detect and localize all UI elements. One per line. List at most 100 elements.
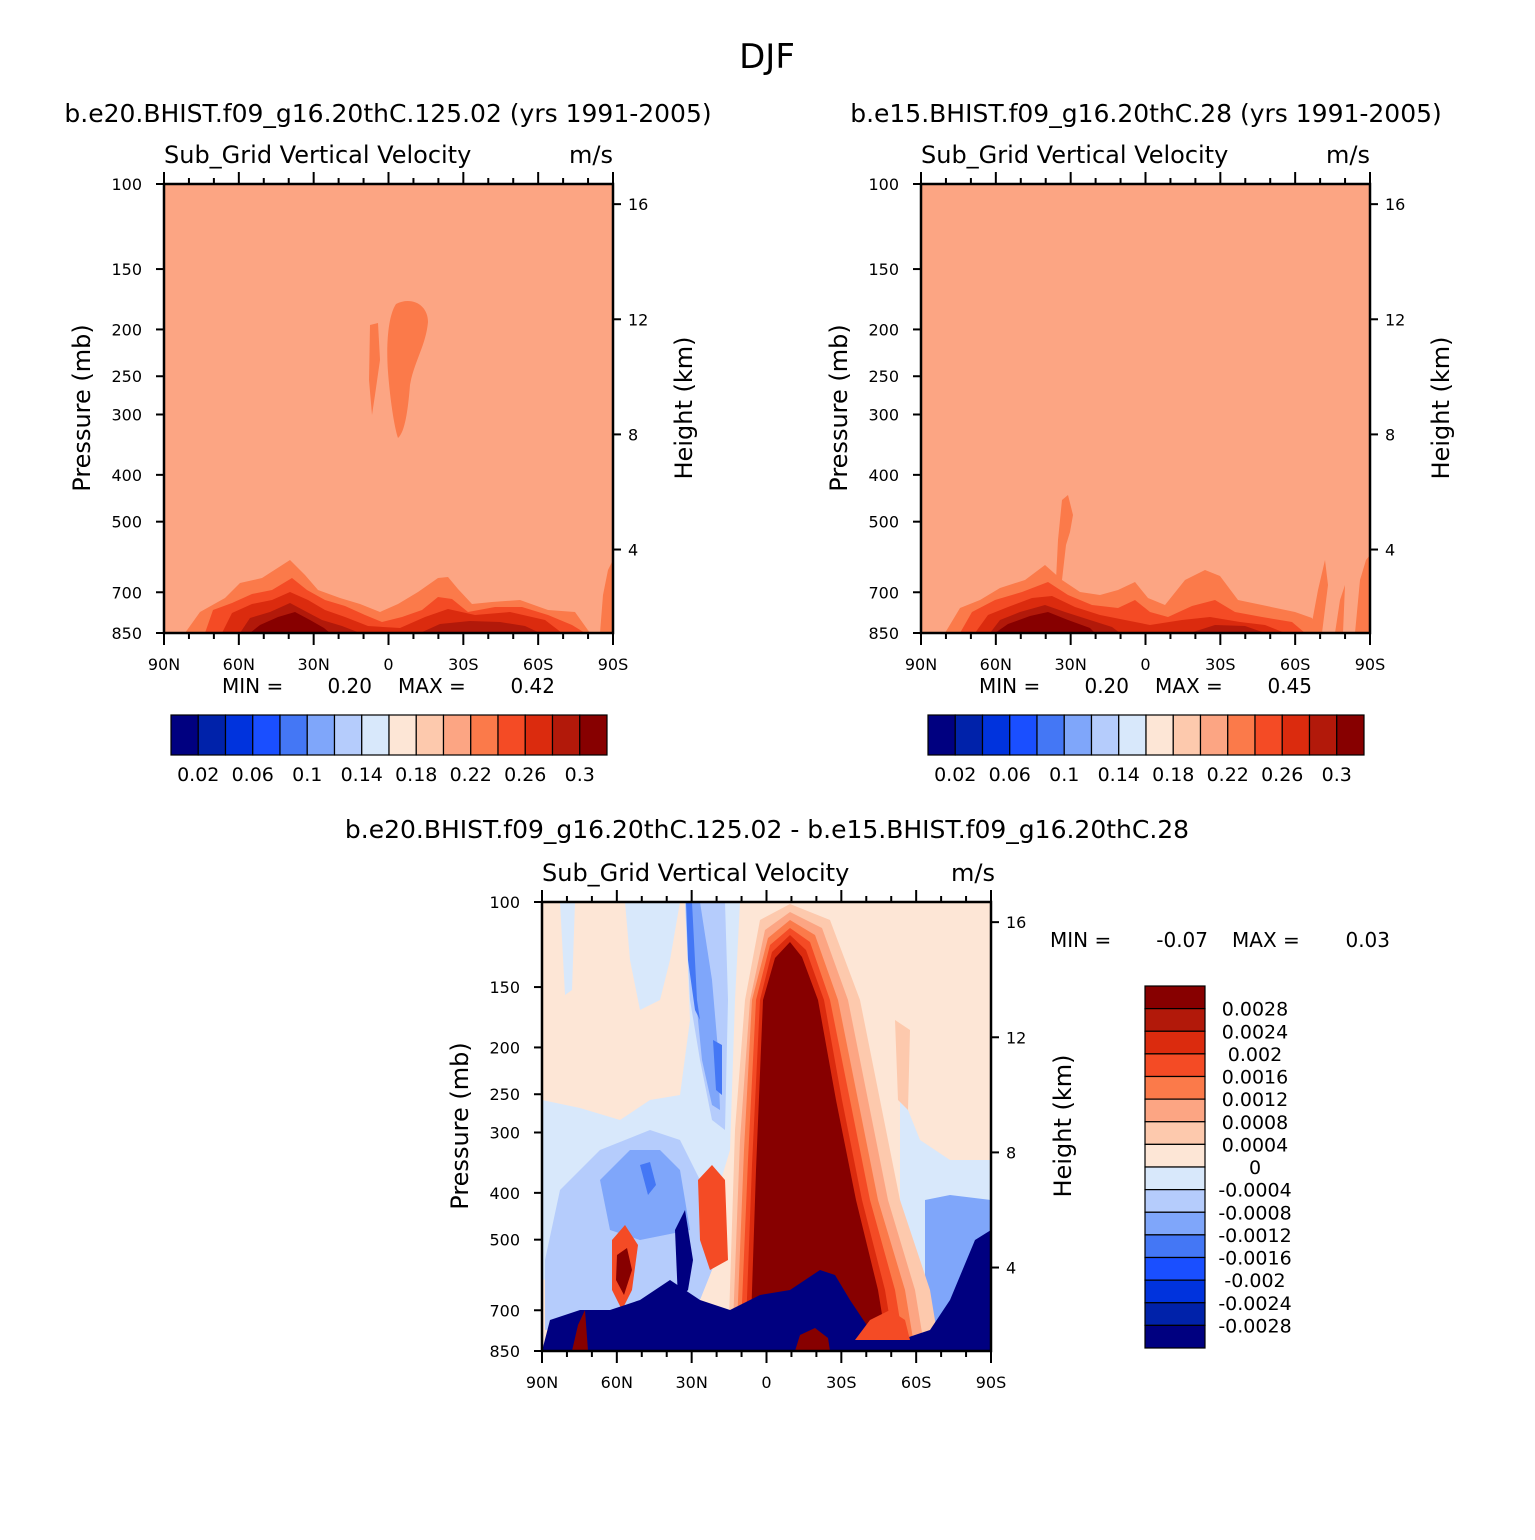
panel2-colorbar-box bbox=[927, 714, 956, 756]
panel2-plot bbox=[921, 184, 1370, 633]
panel3-htick-label: 4 bbox=[1006, 1259, 1016, 1278]
panel1-colorbar-label: 0.26 bbox=[504, 764, 546, 786]
panel2-colorbar-label: 0.18 bbox=[1152, 764, 1194, 786]
panel3-colorbar-box bbox=[1144, 1256, 1206, 1281]
panel3-colorbar-label: -0.0024 bbox=[1218, 1293, 1291, 1315]
panel2-sh-streaks bbox=[1310, 555, 1370, 633]
panel1-minmax: MIN = 0.20 MAX = 0.42 bbox=[222, 674, 555, 698]
panel1-colorbar-box bbox=[415, 714, 445, 756]
panel1-htick-label: 16 bbox=[628, 195, 648, 214]
figure-title: DJF bbox=[739, 37, 795, 77]
colorbars-layer: 0.02 0.06 0.1 0.14 0.18 0.22 0.26 0.3 0.02 0.06 0.… bbox=[170, 714, 1365, 1349]
panel1-upper-plume bbox=[387, 301, 428, 438]
panel3-low-blue-band bbox=[542, 1230, 991, 1351]
panel1-colorbar-box bbox=[388, 714, 417, 756]
panel3-colorbar-label: 0.0016 bbox=[1222, 1067, 1288, 1089]
panel3-ptick-label: 500 bbox=[489, 1231, 520, 1250]
panel1-case-title: b.e20.BHIST.f09_g16.20thC.125.02 (yrs 19… bbox=[64, 99, 711, 128]
panel2-lattick-label: 90S bbox=[1355, 655, 1386, 674]
panel3-nh-low-blue-column bbox=[675, 1210, 693, 1300]
panel1-colorbar-label: 0.18 bbox=[395, 764, 437, 786]
panel3-colorbar-box bbox=[1144, 1030, 1206, 1055]
panel1-min-value: 0.20 bbox=[327, 674, 372, 698]
panel3-sh-low-orange bbox=[855, 1310, 910, 1340]
panel2-colorbar-box bbox=[1199, 714, 1229, 756]
panel3-subtitle: Sub_Grid Vertical Velocity bbox=[542, 859, 849, 887]
panel2-colorbar-label: 0.3 bbox=[1322, 764, 1352, 786]
panel2-lattick-label: 0 bbox=[1140, 655, 1150, 674]
panel2-min-value: 0.20 bbox=[1084, 674, 1129, 698]
panel1-htick-label: 12 bbox=[628, 310, 648, 329]
panel1-colorbar-box bbox=[170, 714, 199, 756]
panel2-background bbox=[921, 184, 1370, 633]
panel3-nh-mid-core bbox=[640, 1162, 656, 1195]
panel1-ylabel-right: Height (km) bbox=[670, 337, 698, 480]
panel2-minmax: MIN = 0.20 MAX = 0.45 bbox=[979, 674, 1312, 698]
panel3-lattick-label: 60N bbox=[601, 1373, 633, 1392]
panel2-colorbar-box bbox=[1090, 714, 1120, 756]
panel1-colorbar-label: 0.1 bbox=[292, 764, 322, 786]
panel3-colorbar-label: 0.0008 bbox=[1222, 1112, 1288, 1134]
panel3-ptick-label: 200 bbox=[489, 1038, 520, 1057]
panel3-min-value: -0.07 bbox=[1156, 928, 1208, 952]
panel1-colorbar-label: 0.02 bbox=[177, 764, 219, 786]
panel2-colorbar-label: 0.22 bbox=[1207, 764, 1249, 786]
panel3-colorbar-label: -0.0004 bbox=[1218, 1180, 1291, 1202]
panel1-colorbar-box bbox=[361, 714, 390, 756]
panel1-subtitle: Sub_Grid Vertical Velocity bbox=[164, 141, 471, 169]
panel3-nh-mid-blue2 bbox=[600, 1150, 690, 1240]
panel2-colorbar-box bbox=[1336, 714, 1365, 756]
panel3-lattick-label: 30N bbox=[676, 1373, 708, 1392]
panel1-lattick-label: 90S bbox=[598, 655, 629, 674]
panel2-lattick-label: 30N bbox=[1055, 655, 1087, 674]
panel1-ptick-label: 500 bbox=[111, 513, 142, 532]
panel1-colorbar-box bbox=[197, 714, 227, 756]
panel1-colorbar-box bbox=[442, 714, 472, 756]
panel2-colorbar-label: 0.06 bbox=[989, 764, 1031, 786]
panel3-colorbar-label: -0.0012 bbox=[1218, 1225, 1291, 1247]
panel3-lattick-label: 30S bbox=[826, 1373, 857, 1392]
panel1-sh-edge bbox=[600, 560, 613, 633]
panel2-colorbar-box bbox=[1145, 714, 1174, 756]
panel2-max-label: MAX = bbox=[1155, 674, 1223, 698]
panel2-htick-label: 8 bbox=[1385, 425, 1395, 444]
panel3-lattick-label: 90S bbox=[976, 1373, 1007, 1392]
panel3-colorbar-box bbox=[1144, 985, 1206, 1010]
panel2-colorbar-box bbox=[1009, 714, 1038, 756]
panel3-ptick-label: 300 bbox=[489, 1123, 520, 1142]
panel3-ptick-label: 700 bbox=[489, 1301, 520, 1320]
panel2-ptick-label: 500 bbox=[868, 513, 899, 532]
panel2-colorbar-box bbox=[1063, 714, 1093, 756]
panel3-nh-upper-light-blue bbox=[625, 902, 680, 1010]
panel2-ptick-label: 200 bbox=[868, 320, 899, 339]
panel2-mid-tongue bbox=[1056, 495, 1073, 580]
panel3-colorbar-label: -0.0016 bbox=[1218, 1248, 1291, 1270]
panel3-units: m/s bbox=[951, 859, 995, 887]
panel3-colorbar-label: 0.0004 bbox=[1222, 1134, 1288, 1156]
panel3-colorbar-box bbox=[1144, 1098, 1206, 1123]
panel3-max-label: MAX = bbox=[1232, 928, 1300, 952]
panel2-bl-level5b bbox=[1190, 625, 1265, 633]
panel1-colorbar-box bbox=[470, 714, 499, 756]
panel2-colorbar-box bbox=[1254, 714, 1283, 756]
panel3-colorbar-label: 0.0024 bbox=[1222, 1021, 1288, 1043]
panel3-colorbar-box bbox=[1144, 1008, 1206, 1032]
panel2-bl-level5 bbox=[995, 612, 1095, 633]
panel1-colorbar-box bbox=[224, 714, 254, 756]
panel1-max-label: MAX = bbox=[398, 674, 466, 698]
panel3-colorbar-label: -0.002 bbox=[1224, 1270, 1285, 1292]
panel2-ptick-label: 850 bbox=[868, 624, 899, 643]
panel1-ptick-label: 300 bbox=[111, 405, 142, 424]
panel3-nh-left-strip bbox=[560, 902, 575, 995]
panel2-subtitle: Sub_Grid Vertical Velocity bbox=[921, 141, 1228, 169]
panel2-htick-label: 4 bbox=[1385, 541, 1395, 560]
panel1-colorbar-box bbox=[333, 714, 363, 756]
panel2-max-value: 0.45 bbox=[1267, 674, 1312, 698]
panel2-colorbar-box bbox=[1118, 714, 1147, 756]
panel1-colorbar-box bbox=[497, 714, 526, 756]
panel1-colorbar-box bbox=[524, 714, 554, 756]
panel1-colorbar-label: 0.14 bbox=[341, 764, 383, 786]
panel3-nh-red-column bbox=[698, 1165, 728, 1270]
panel2-ylabel-left: Pressure (mb) bbox=[825, 324, 853, 491]
